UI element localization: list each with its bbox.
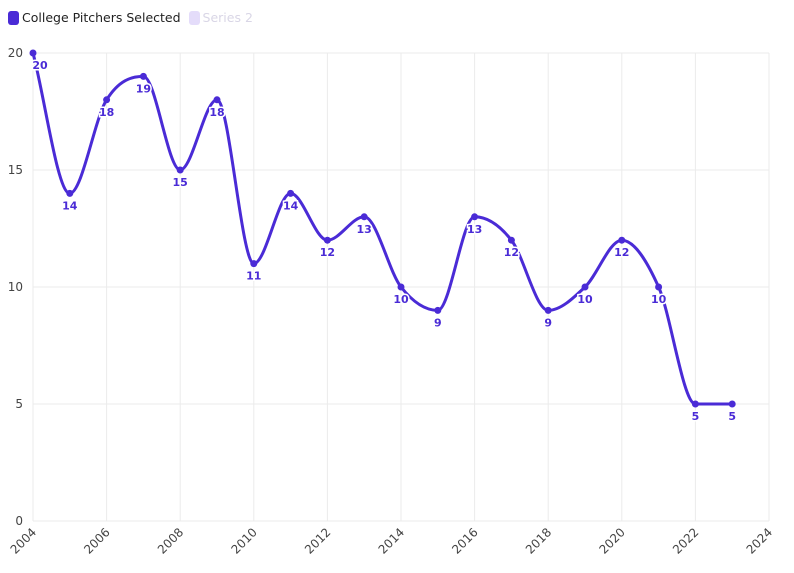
data-label: 14 [62, 199, 78, 212]
data-point[interactable] [176, 166, 184, 174]
y-tick-label: 5 [15, 397, 23, 411]
y-tick-label: 10 [8, 280, 23, 294]
data-points [29, 49, 736, 408]
legend-item-series-2[interactable]: Series 2 [188, 10, 253, 25]
data-label: 18 [99, 106, 114, 119]
legend: College Pitchers Selected Series 2 [8, 10, 261, 25]
data-point[interactable] [103, 96, 111, 104]
x-tick-label: 2004 [8, 525, 39, 556]
data-point[interactable] [691, 400, 699, 408]
data-point[interactable] [360, 213, 368, 221]
data-point[interactable] [728, 400, 736, 408]
series-line-college-pitchers [31, 52, 733, 406]
y-axis: 0 5 10 15 20 [8, 46, 23, 528]
data-point[interactable] [323, 236, 331, 244]
data-point[interactable] [434, 306, 442, 314]
x-tick-label: 2018 [523, 525, 554, 556]
data-point[interactable] [655, 283, 663, 291]
data-label: 15 [173, 176, 188, 189]
data-label: 13 [467, 223, 482, 236]
data-label: 12 [504, 246, 519, 259]
x-tick-label: 2016 [449, 525, 480, 556]
legend-swatch-series-2 [188, 10, 200, 25]
data-labels: 20 14 18 19 15 18 11 14 12 13 10 9 13 12 9 10 12 10 5 5 [31, 58, 738, 425]
data-label: 5 [728, 410, 736, 423]
data-label: 18 [209, 106, 224, 119]
data-point[interactable] [507, 236, 515, 244]
x-tick-label: 2024 [744, 525, 775, 556]
x-tick-label: 2022 [670, 525, 701, 556]
data-point[interactable] [66, 189, 74, 197]
data-point[interactable] [544, 306, 552, 314]
x-axis: 2004 2006 2008 2010 2012 2014 2016 2018 2020 2022… [8, 525, 775, 556]
data-label: 9 [434, 316, 442, 329]
data-point[interactable] [29, 49, 37, 57]
y-tick-label: 0 [15, 514, 23, 528]
x-tick-label: 2014 [376, 525, 407, 556]
data-point[interactable] [213, 96, 221, 104]
data-label: 10 [393, 293, 409, 306]
data-label: 10 [651, 293, 667, 306]
grid-lines [32, 52, 770, 522]
data-point[interactable] [618, 236, 626, 244]
legend-swatch-series-1 [8, 10, 19, 25]
data-label: 19 [136, 82, 151, 95]
legend-item-series-1[interactable]: College Pitchers Selected [8, 10, 181, 25]
data-point[interactable] [287, 189, 295, 197]
data-label: 11 [246, 270, 261, 283]
data-label: 13 [357, 223, 372, 236]
data-label: 12 [320, 246, 335, 259]
data-point[interactable] [581, 283, 589, 291]
data-label: 12 [614, 246, 629, 259]
data-label: 5 [692, 410, 700, 423]
data-label: 20 [32, 59, 48, 72]
x-tick-label: 2012 [302, 525, 333, 556]
data-label: 14 [283, 199, 299, 212]
legend-label-series-1: College Pitchers Selected [22, 10, 181, 25]
data-label: 10 [577, 293, 593, 306]
data-point[interactable] [471, 213, 479, 221]
data-point[interactable] [139, 72, 147, 80]
data-point[interactable] [397, 283, 405, 291]
y-tick-label: 15 [8, 163, 23, 177]
x-tick-label: 2010 [228, 525, 259, 556]
y-tick-label: 20 [8, 46, 23, 60]
x-tick-label: 2020 [596, 525, 627, 556]
data-label: 9 [544, 316, 552, 329]
x-tick-label: 2008 [155, 525, 186, 556]
legend-label-series-2: Series 2 [202, 10, 253, 25]
data-point[interactable] [250, 260, 258, 268]
x-tick-label: 2006 [81, 525, 112, 556]
